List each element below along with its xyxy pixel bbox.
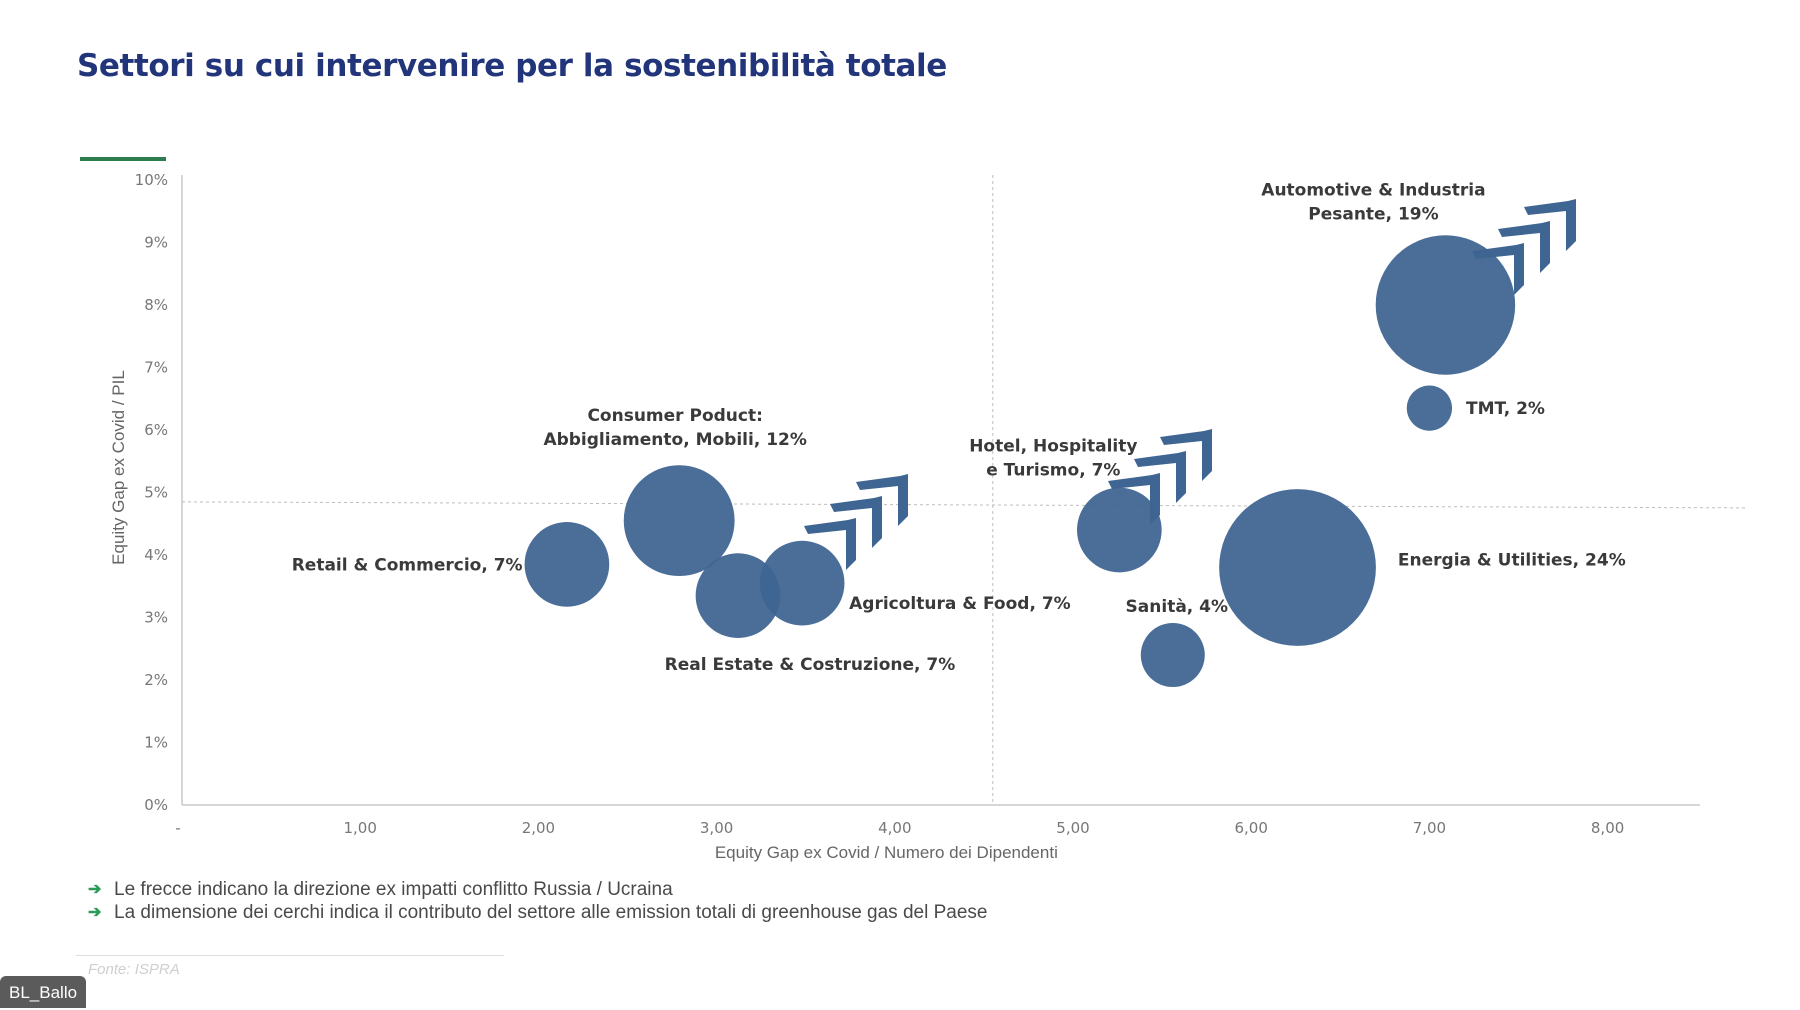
source-note: Fonte: ISPRA [88, 961, 180, 978]
chevron-arrow-icon [1134, 451, 1186, 503]
bubble-label: Real Estate & Costruzione, 7% [665, 655, 956, 675]
bubbles [524, 235, 1516, 687]
x-tick-label: 3,00 [700, 819, 733, 837]
chevron-arrow-icon [856, 474, 908, 526]
bubble-label: Pesante, 19% [1308, 204, 1438, 224]
chevron-arrow-icon [830, 496, 882, 548]
y-tick-label: 8% [144, 296, 168, 314]
x-tick-label: 7,00 [1413, 819, 1446, 837]
bubble-labels: Retail & Commercio, 7% Consumer Poduct: Ab… [292, 180, 1626, 675]
y-tick-label: 4% [144, 546, 168, 564]
y-tick-label: 0% [144, 796, 168, 814]
bubble-label: Agricoltura & Food, 7% [849, 594, 1071, 614]
bubble [1219, 489, 1376, 646]
chevron-arrow-icon [1108, 473, 1160, 525]
bubble-label: Abbigliamento, Mobili, 12% [543, 430, 806, 450]
chevron-arrow-icon [1524, 199, 1576, 251]
slide-title: Settori su cui intervenire per la sosten… [77, 48, 947, 84]
bubble [1406, 385, 1453, 431]
y-tick-label: 9% [144, 234, 168, 252]
bubble [524, 522, 610, 607]
x-tick-label: 5,00 [1056, 819, 1089, 837]
notes-list: ➔ Le frecce indicano la direzione ex imp… [88, 878, 987, 924]
x-tick-label: - [175, 819, 180, 837]
y-axis-title: Equity Gap ex Covid / PIL [109, 370, 128, 565]
direction-arrow-group [1108, 429, 1212, 525]
x-tick-label: 8,00 [1591, 819, 1624, 837]
note-item: ➔ La dimensione dei cerchi indica il con… [88, 901, 987, 924]
y-tick-label: 3% [144, 609, 168, 627]
bubble-label: Retail & Commercio, 7% [292, 555, 523, 575]
note-text: La dimensione dei cerchi indica il contr… [114, 902, 988, 923]
bubble-label: TMT, 2% [1466, 399, 1545, 419]
x-tick-label: 1,00 [343, 819, 376, 837]
x-tick-label: 2,00 [522, 819, 555, 837]
participant-name-tag: BL_Ballo [0, 976, 87, 1008]
note-text: Le frecce indicano la direzione ex impat… [114, 879, 673, 900]
bubble-label: Automotive & Industria [1261, 180, 1485, 200]
y-tick-label: 6% [144, 421, 168, 439]
chevron-arrow-icon [804, 518, 856, 570]
bubble-label: Hotel, Hospitality [969, 437, 1137, 457]
bubble [623, 465, 735, 577]
horizontal-reference-line [181, 501, 1746, 509]
axes: 0% 1% 2% 3% 4% 5% 6% 7% 8% 9% 10% - 1,00 2,00 3,00 4,00… [109, 171, 1700, 862]
bubble-label: Consumer Poduct: [587, 406, 762, 426]
y-tick-label: 10% [135, 171, 168, 189]
x-axis-title: Equity Gap ex Covid / Numero dei Dipende… [715, 843, 1058, 862]
x-tick-label: 4,00 [878, 819, 911, 837]
note-item: ➔ Le frecce indicano la direzione ex imp… [88, 878, 987, 901]
chevron-arrow-icon [1160, 429, 1212, 481]
y-tick-label: 5% [144, 484, 168, 502]
bubble [1140, 623, 1205, 687]
bubble-chart: 0% 1% 2% 3% 4% 5% 6% 7% 8% 9% 10% - 1,00 2,00 3,00 4,00… [109, 171, 1746, 862]
direction-arrow-group [804, 474, 908, 570]
x-tick-label: 6,00 [1234, 819, 1267, 837]
bubble [1375, 235, 1516, 375]
bubble-label: Sanità, 4% [1126, 597, 1228, 617]
bubble-label: Energia & Utilities, 24% [1398, 551, 1626, 571]
arrow-right-icon: ➔ [88, 904, 102, 921]
arrow-right-icon: ➔ [88, 881, 102, 898]
bubble-label: e Turismo, 7% [986, 461, 1120, 481]
bubble [759, 540, 845, 626]
source-divider [76, 955, 504, 956]
reference-lines [181, 175, 1746, 805]
y-tick-label: 7% [144, 359, 168, 377]
bubble [1077, 487, 1162, 573]
y-tick-label: 1% [144, 734, 168, 752]
chevron-arrow-icon [1498, 221, 1550, 273]
y-tick-label: 2% [144, 671, 168, 689]
accent-bar [80, 157, 166, 161]
bubble [695, 553, 781, 638]
